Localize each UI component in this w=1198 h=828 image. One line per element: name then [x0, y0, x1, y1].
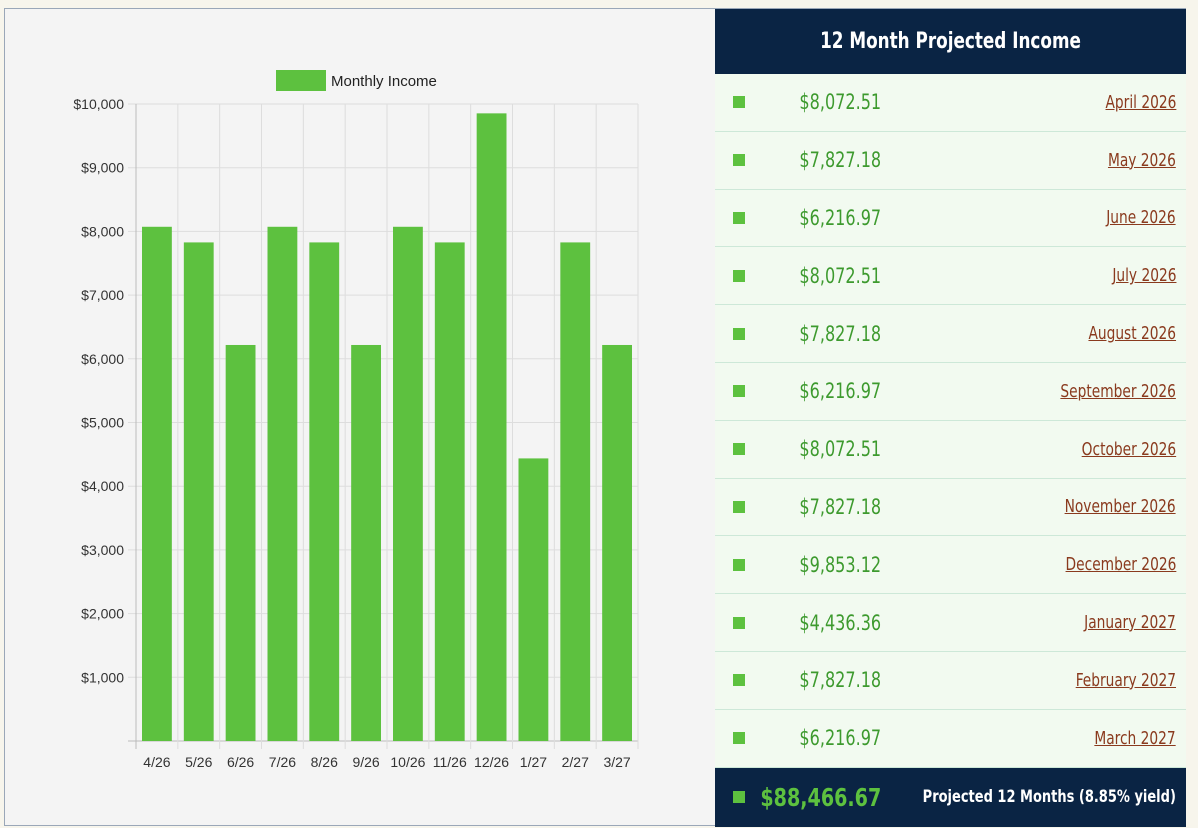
x-tick-label: 6/26 [227, 754, 254, 770]
total-row: $88,466.67 Projected 12 Months (8.85% yi… [715, 767, 1186, 827]
month-link[interactable]: August 2026 [1088, 323, 1176, 345]
table-row: $7,827.18 May 2026 [715, 132, 1186, 190]
month-link[interactable]: November 2026 [1064, 496, 1176, 518]
y-tick-label: $1,000 [81, 669, 124, 685]
bar [393, 226, 423, 741]
bar [309, 242, 340, 741]
table-row: $8,072.51 October 2026 [715, 421, 1186, 479]
bar [434, 242, 465, 741]
month-link[interactable]: September 2026 [1060, 380, 1176, 402]
table-title: 12 Month Projected Income [750, 9, 1151, 74]
green-square-icon [733, 791, 745, 804]
month-link[interactable]: March 2027 [1094, 727, 1176, 749]
row-amount: $8,072.51 [799, 90, 881, 115]
month-link[interactable]: May 2026 [1108, 149, 1176, 171]
month-link[interactable]: January 2027 [1084, 612, 1176, 634]
row-amount: $7,827.18 [799, 148, 881, 173]
row-amount: $8,072.51 [799, 437, 881, 462]
y-tick-label: $2,000 [81, 606, 124, 622]
table-row: $7,827.18 February 2027 [715, 652, 1186, 710]
x-tick-label: 11/26 [433, 754, 467, 770]
table-row: $7,827.18 August 2026 [715, 305, 1186, 363]
y-tick-label: $10,000 [73, 96, 124, 112]
y-tick-label: $3,000 [81, 542, 124, 558]
total-label: Projected 12 Months (8.85% yield) [922, 787, 1176, 808]
table-row: $9,853.12 December 2026 [715, 536, 1186, 595]
x-tick-label: 2/27 [562, 754, 589, 770]
x-tick-label: 9/26 [352, 754, 379, 770]
x-tick-label: 7/26 [269, 754, 296, 770]
table-row: $6,216.97 March 2027 [715, 710, 1186, 768]
row-amount: $7,827.18 [799, 321, 881, 346]
green-square-icon [733, 616, 745, 629]
y-tick-label: $4,000 [81, 478, 124, 494]
green-square-icon [733, 558, 745, 571]
green-square-icon [733, 96, 745, 109]
x-tick-label: 3/27 [603, 754, 630, 770]
green-square-icon [733, 674, 745, 687]
table-row: $4,436.36 January 2027 [715, 594, 1186, 652]
legend-swatch [276, 70, 326, 91]
table-row: $8,072.51 April 2026 [715, 74, 1186, 132]
month-link[interactable]: February 2027 [1075, 669, 1176, 691]
green-square-icon [733, 211, 745, 224]
month-link[interactable]: April 2026 [1105, 91, 1176, 113]
green-square-icon [733, 443, 745, 456]
green-square-icon [733, 732, 745, 745]
row-amount: $8,072.51 [799, 263, 881, 288]
month-link[interactable]: December 2026 [1065, 554, 1176, 576]
x-tick-label: 4/26 [143, 754, 170, 770]
x-tick-label: 10/26 [390, 754, 425, 770]
row-amount: $6,216.97 [799, 726, 881, 751]
bar [560, 242, 591, 741]
bar-chart: $1,000 $2,000 $3,000 $4,000 $5,000 $6,000 $7,0… [73, 70, 639, 770]
income-widget: $1,000 $2,000 $3,000 $4,000 $5,000 $6,000 $7,0… [4, 8, 1186, 827]
total-amount: $88,466.67 [760, 782, 881, 812]
y-tick-label: $6,000 [81, 351, 124, 367]
bar [351, 344, 381, 741]
y-tick-label: $5,000 [81, 415, 124, 431]
row-amount: $6,216.97 [799, 205, 881, 230]
row-amount: $9,853.12 [799, 552, 881, 577]
x-tick-label: 12/26 [474, 754, 509, 770]
legend-label: Monthly Income [331, 73, 437, 90]
chart-panel: $1,000 $2,000 $3,000 $4,000 $5,000 $6,000 $7,0… [5, 9, 715, 825]
table-row: $7,827.18 November 2026 [715, 479, 1186, 537]
row-amount: $4,436.36 [799, 610, 881, 635]
row-amount: $6,216.97 [799, 379, 881, 404]
month-link[interactable]: June 2026 [1106, 207, 1176, 229]
row-amount: $7,827.18 [799, 494, 881, 519]
bar [267, 226, 298, 741]
bar [476, 113, 507, 741]
green-square-icon [733, 327, 745, 340]
table-row: $8,072.51 July 2026 [715, 247, 1186, 306]
x-tick-label: 5/26 [185, 754, 212, 770]
row-amount: $7,827.18 [799, 668, 881, 693]
green-square-icon [733, 500, 745, 513]
x-tick-label: 1/27 [520, 754, 547, 770]
x-tick-label: 8/26 [311, 754, 338, 770]
green-square-icon [733, 385, 745, 398]
bar [518, 458, 549, 741]
bar [225, 344, 256, 741]
month-link[interactable]: October 2026 [1081, 438, 1176, 460]
y-tick-label: $9,000 [81, 160, 124, 176]
table-row: $6,216.97 September 2026 [715, 363, 1186, 421]
y-tick-label: $8,000 [81, 223, 124, 239]
income-table: 12 Month Projected Income $8,072.51 Apri… [715, 9, 1186, 827]
green-square-icon [733, 269, 745, 282]
y-tick-label: $7,000 [81, 287, 124, 303]
bar [602, 344, 632, 741]
green-square-icon [733, 154, 745, 167]
table-row: $6,216.97 June 2026 [715, 190, 1186, 248]
month-link[interactable]: July 2026 [1111, 265, 1176, 287]
bar [142, 226, 172, 741]
bar [183, 242, 214, 741]
